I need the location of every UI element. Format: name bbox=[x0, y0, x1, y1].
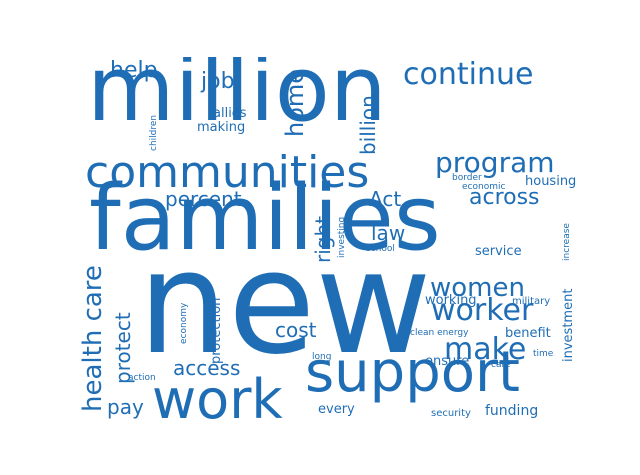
word-law: law bbox=[371, 221, 406, 245]
word-health-care: health care bbox=[80, 265, 108, 412]
word-military: military bbox=[512, 296, 551, 307]
word-new: new bbox=[138, 221, 432, 386]
word-funding: funding bbox=[485, 403, 539, 419]
word-children: children bbox=[149, 114, 159, 151]
word-communities: communities bbox=[85, 147, 370, 198]
word-act: Act bbox=[369, 187, 402, 211]
word-worker: worker bbox=[431, 293, 534, 328]
word-cost: cost bbox=[275, 318, 317, 342]
word-investment: investment bbox=[561, 288, 576, 362]
word-make: make bbox=[444, 332, 527, 367]
word-work: work bbox=[152, 368, 283, 423]
word-home: home bbox=[281, 68, 309, 137]
word-service: service bbox=[475, 244, 522, 259]
word-ensure: ensure bbox=[425, 354, 470, 369]
word-support: support bbox=[305, 340, 521, 405]
word-economy: economy bbox=[179, 302, 189, 344]
word-benefit: benefit bbox=[505, 326, 551, 341]
word-economic: economic bbox=[462, 182, 506, 192]
word-protection: protection bbox=[209, 297, 224, 364]
word-help: help bbox=[110, 58, 158, 83]
word-percent: percent bbox=[165, 187, 242, 211]
word-investing: investing bbox=[337, 216, 347, 258]
word-action: action bbox=[128, 373, 156, 383]
word-security: security bbox=[431, 408, 471, 419]
word-every: every bbox=[318, 402, 355, 417]
word-continue: continue bbox=[403, 57, 534, 92]
word-pay: pay bbox=[107, 395, 144, 419]
word-housing: housing bbox=[525, 174, 577, 189]
word-increase: increase bbox=[562, 223, 572, 261]
word-care: care bbox=[491, 360, 511, 370]
word-women: women bbox=[430, 273, 525, 303]
word-access: access bbox=[173, 356, 241, 380]
word-right: right bbox=[311, 216, 335, 263]
word-allies: allies bbox=[213, 106, 247, 121]
word-cloud: million families new support work commun… bbox=[80, 57, 577, 422]
word-working: working bbox=[425, 293, 477, 308]
word-program: program bbox=[435, 146, 555, 179]
word-billion: billion bbox=[356, 95, 380, 155]
word-long: long bbox=[312, 352, 332, 362]
word-school: school bbox=[366, 244, 395, 254]
word-making: making bbox=[197, 120, 246, 135]
word-job: job bbox=[201, 69, 235, 94]
word-border: border bbox=[452, 173, 482, 183]
word-clean-energy: clean energy bbox=[410, 328, 469, 338]
word-across: across bbox=[469, 185, 540, 210]
word-families: families bbox=[89, 166, 441, 271]
word-million: million bbox=[87, 57, 387, 142]
word-time: time bbox=[533, 349, 554, 359]
